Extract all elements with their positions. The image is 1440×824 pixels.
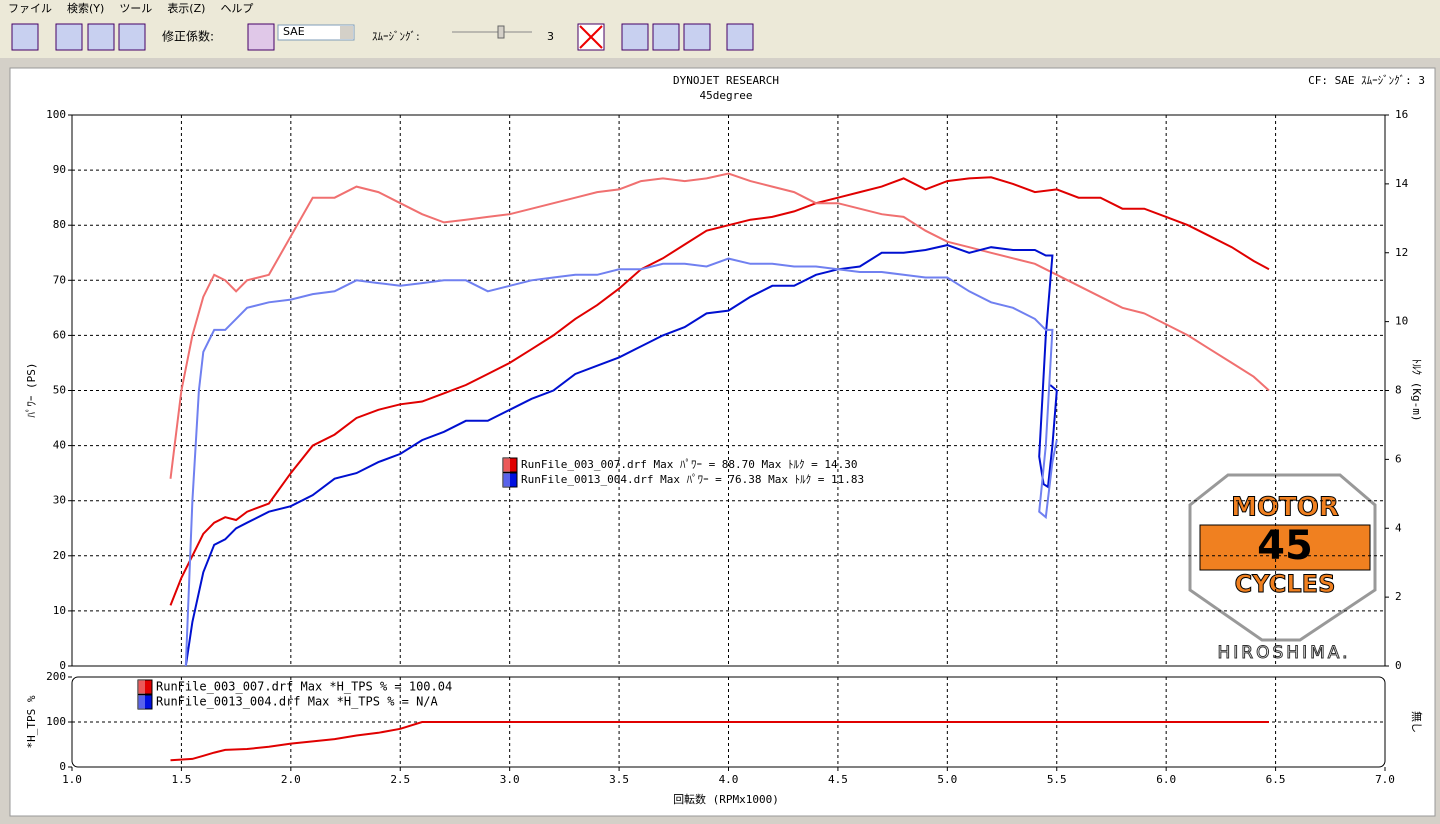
legend-swatch-highlight <box>138 695 145 709</box>
menu-item[interactable]: ツール <box>119 2 152 15</box>
y2-tick-label: 12 <box>1395 246 1408 259</box>
y2-axis-label: ﾄﾙｸ (Kg-m) <box>1410 359 1423 422</box>
y-tick-label: 30 <box>53 494 66 507</box>
y-tick-label: 10 <box>53 604 66 617</box>
x-axis-label: 回転数 (RPMx1000) <box>673 793 779 806</box>
logo-number: 45 <box>1257 523 1313 569</box>
x-tick-label: 7.0 <box>1375 773 1395 786</box>
select-arrow[interactable] <box>340 26 353 39</box>
icon-cross <box>579 25 603 49</box>
icon[interactable] <box>118 23 146 51</box>
logo: MOTOR 45 CYCLES HIROSHIMA. <box>1188 473 1377 664</box>
logo-city: HIROSHIMA. <box>1218 643 1351 663</box>
menu-item[interactable]: 表示(Z) <box>167 1 205 15</box>
factor-value: SAE <box>283 25 305 38</box>
series-line <box>184 244 1058 667</box>
x-tick-label: 4.0 <box>719 773 739 786</box>
y2-tick-label: 4 <box>1395 521 1402 534</box>
y-tick-label: 0 <box>59 659 66 672</box>
y2-tick-label: 10 <box>1395 315 1408 328</box>
y-tick-label: 90 <box>53 163 66 176</box>
menu-bar <box>0 0 1440 18</box>
series-line <box>170 721 1269 762</box>
legend-label: RunFile_0013_004.drf Max ﾊﾟﾜｰ = 76.38 Ma… <box>521 473 864 486</box>
series-line <box>169 176 1270 606</box>
series-line <box>169 172 1270 479</box>
legend-swatch-highlight <box>503 473 510 487</box>
y-tick-label: 60 <box>53 328 66 341</box>
x-tick-label: 2.5 <box>390 773 410 786</box>
x-tick-label: 6.0 <box>1156 773 1176 786</box>
icon[interactable] <box>726 23 754 51</box>
tps-y-label: *H_TPS % <box>25 695 38 748</box>
legend-swatch-highlight <box>503 458 510 472</box>
icon[interactable] <box>55 23 83 51</box>
tps-y2-label: 無し <box>1410 711 1424 733</box>
menu-item[interactable]: ファイル <box>8 2 52 15</box>
legend-swatch <box>502 457 518 473</box>
menu-item[interactable]: 検索(Y) <box>67 1 104 15</box>
legend-swatch <box>502 472 518 488</box>
y-tick-label: 0 <box>59 760 66 773</box>
legend-swatch-highlight <box>138 680 145 694</box>
y-tick-label: 40 <box>53 439 66 452</box>
y-tick-label: 100 <box>46 715 66 728</box>
icon[interactable] <box>652 23 680 51</box>
toolbar <box>0 18 1440 58</box>
legend-swatch <box>137 694 153 710</box>
slider-thumb[interactable] <box>497 25 505 39</box>
icon[interactable] <box>247 23 275 51</box>
smoothing-label: ｽﾑｰｼﾞﾝｸﾞ: <box>372 30 420 43</box>
y-tick-label: 70 <box>53 273 66 286</box>
icon[interactable] <box>683 23 711 51</box>
y2-tick-label: 14 <box>1395 177 1409 190</box>
smoothing-value: 3 <box>547 30 554 43</box>
legend-label: RunFile_0013_004.drf Max *H_TPS % = N/A <box>156 695 439 709</box>
y2-tick-label: 16 <box>1395 108 1408 121</box>
factor-select[interactable] <box>277 24 355 41</box>
x-tick-label: 3.0 <box>500 773 520 786</box>
x-tick-label: 5.0 <box>937 773 957 786</box>
y-tick-label: 200 <box>46 670 66 683</box>
x-tick-label: 6.5 <box>1266 773 1286 786</box>
y2-tick-label: 0 <box>1395 659 1402 672</box>
x-tick-label: 4.5 <box>828 773 848 786</box>
icon[interactable] <box>87 23 115 51</box>
x-tick-label: 1.0 <box>62 773 82 786</box>
icon[interactable] <box>621 23 649 51</box>
series-line <box>184 257 1058 667</box>
corner-note: CF: SAE ｽﾑｰｼﾞﾝｸﾞ: 3 <box>1308 74 1425 87</box>
x-tick-label: 2.0 <box>281 773 301 786</box>
y-tick-label: 100 <box>46 108 66 121</box>
y-tick-label: 80 <box>53 218 66 231</box>
legend-label: RunFile_003_007.drf Max *H_TPS % = 100.0… <box>156 680 452 694</box>
x-tick-label: 1.5 <box>171 773 191 786</box>
logo-top: MOTOR <box>1231 493 1339 523</box>
chart-title: DYNOJET RESEARCH <box>673 74 779 87</box>
x-tick-label: 5.5 <box>1047 773 1067 786</box>
y-tick-label: 20 <box>53 549 66 562</box>
y2-tick-label: 6 <box>1395 452 1402 465</box>
icon[interactable] <box>11 23 39 51</box>
menu-item[interactable]: ヘルプ <box>220 2 253 15</box>
logo-bottom: CYCLES <box>1235 570 1336 598</box>
y-axis-label: ﾊﾟﾜｰ (PS) <box>25 362 38 417</box>
factor-label: 修正係数: <box>162 29 214 44</box>
chart-subtitle: 45degree <box>700 89 753 102</box>
y2-tick-label: 8 <box>1395 384 1402 397</box>
y-tick-label: 50 <box>53 384 66 397</box>
legend-swatch <box>137 679 153 695</box>
y2-tick-label: 2 <box>1395 590 1402 603</box>
x-tick-label: 3.5 <box>609 773 629 786</box>
toolbar-icons <box>11 23 754 51</box>
legend-label: RunFile_003_007.drf Max ﾊﾟﾜｰ = 88.70 Max… <box>521 458 858 471</box>
logo-band <box>1199 524 1371 571</box>
